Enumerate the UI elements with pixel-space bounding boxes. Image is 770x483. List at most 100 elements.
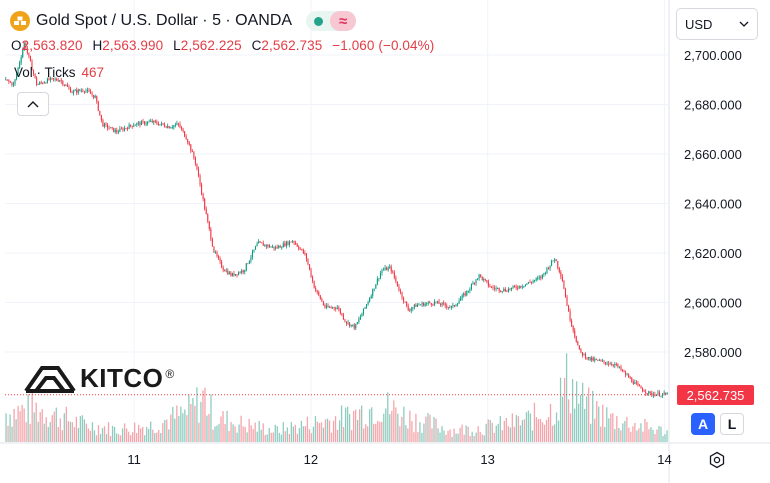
candle-body [618,366,620,368]
candle-body [145,123,147,125]
candle-body [558,267,560,272]
collapse-legend-button[interactable] [17,92,49,116]
volume-bar [218,423,220,442]
volume-bar [582,382,584,442]
candle-body [561,276,563,282]
volume-bar [318,423,321,442]
candle-body [588,356,590,359]
volume-bar [405,425,407,442]
volume-bar [312,426,315,442]
candle-body [304,253,306,254]
volume-bar [230,421,232,442]
candle-body [213,246,215,253]
chart-settings-button[interactable] [706,449,728,471]
gear-icon [709,451,725,469]
volume-bar [547,417,550,442]
volume-bar [278,432,280,442]
candle-body [230,272,232,276]
volume-bar [182,413,184,442]
volume-bar [51,415,53,442]
candle-body [290,241,292,243]
status-pill[interactable]: ≈ [306,11,357,31]
volume-bar [535,417,538,442]
candle-body [131,125,133,127]
candle-body [194,158,196,164]
candle-body [108,128,110,129]
candle-body [313,281,315,289]
volume-bar [481,434,483,442]
candle-body [566,296,568,306]
currency-select[interactable]: USD [676,8,758,40]
candle-body [298,246,300,249]
volume-bar [545,419,548,442]
candle-body [333,307,335,309]
candle-body [71,92,73,94]
candle-body [666,393,668,395]
volume-label[interactable]: Vol · Ticks [14,65,76,80]
candle-body [399,290,402,293]
candle-body [133,125,135,127]
volume-bar [21,404,23,442]
volume-bar [168,429,170,442]
volume-bar [537,419,540,442]
volume-bar [664,434,666,442]
volume-bar [569,413,572,442]
candle-body [477,278,479,280]
candle-body [288,241,291,245]
volume-bar [475,432,477,442]
candle-body [119,128,121,132]
candle-body [19,62,21,68]
candle-body [509,288,511,290]
candle-body [86,89,89,91]
volume-bar [15,419,17,442]
auto-scale-button[interactable]: A [691,413,715,435]
candle-body [649,391,651,393]
candle-body [273,246,275,249]
log-scale-button[interactable]: L [720,413,744,435]
candle-body [463,293,465,296]
volume-bar [59,418,61,442]
candle-body [293,241,295,243]
high-value: 2,563.990 [102,38,164,53]
candle-body [540,277,542,279]
candle-body [150,120,152,122]
logo-registered-mark: ® [165,366,175,381]
candle-body [524,284,526,287]
volume-bar [280,434,282,442]
candle-body [372,289,374,296]
candle-body [219,258,221,262]
candle-body [221,261,223,268]
volume-bar [288,433,290,442]
candle-body [345,321,348,324]
volume-bar [435,418,437,442]
symbol-title[interactable]: Gold Spot / U.S. Dollar · 5 · OANDA [36,12,293,29]
candle-body [584,353,587,359]
candle-body [415,304,417,307]
candle-body [612,364,614,366]
volume-bar [529,413,532,442]
volume-bar [202,390,204,442]
candle-body [481,276,483,280]
candle-body [122,128,124,131]
volume-bar [640,423,642,442]
volume-bar [113,426,116,442]
candle-body [614,364,616,366]
volume-bar [164,419,166,442]
candle-body [167,126,169,128]
volume-bar [129,435,132,442]
volume-bar [77,427,80,442]
volume-bar [39,412,41,442]
candle-body [76,90,78,93]
candle-body [276,247,278,249]
candle-body [467,290,469,292]
volume-bar [111,425,114,442]
volume-bar [176,405,178,442]
volume-bar [340,405,343,442]
candle-body [421,302,423,305]
candle-body [156,121,158,124]
volume-bar [463,434,465,442]
candle-body [429,302,431,304]
candle-body [330,307,332,308]
candle-body [555,259,557,262]
